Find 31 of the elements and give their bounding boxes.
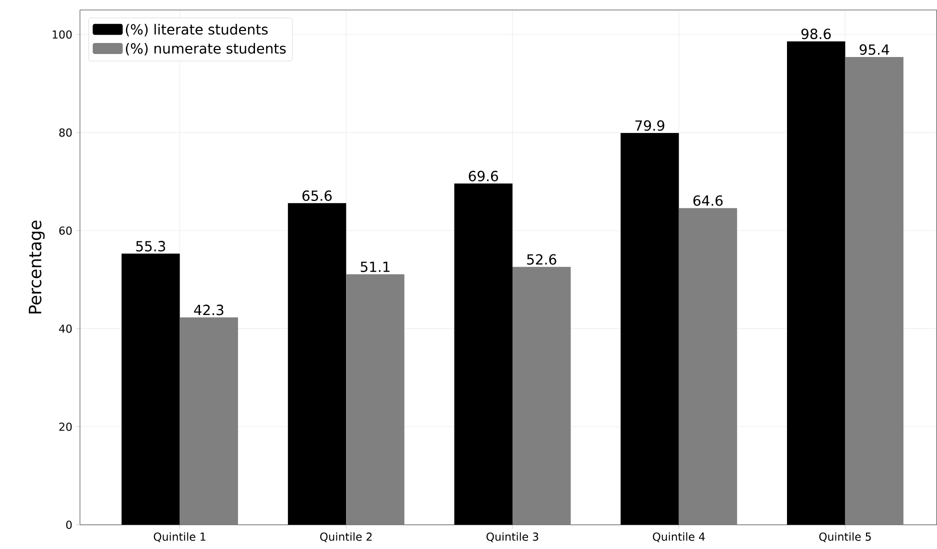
- data-label: 69.6: [468, 170, 498, 182]
- data-label: 64.6: [693, 195, 723, 206]
- data-label: 42.3: [194, 304, 224, 316]
- x-tick-label: Quintile 3: [486, 532, 538, 542]
- legend-label: (%) literate students: [126, 24, 268, 36]
- data-label: 52.6: [527, 254, 556, 265]
- x-tick-label: Quintile 4: [652, 532, 705, 542]
- bar: [454, 184, 512, 525]
- y-axis-title: Percentage: [28, 220, 45, 314]
- bar: [620, 133, 679, 525]
- data-label: 51.1: [360, 262, 390, 272]
- data-label: 98.6: [801, 28, 831, 40]
- x-tick-label: Quintile 5: [819, 532, 871, 542]
- bar: [122, 254, 180, 525]
- data-label: 79.9: [635, 120, 664, 131]
- legend-label: (%) numerate students: [126, 43, 286, 56]
- bar: [678, 208, 738, 525]
- y-tick-label: 20: [59, 422, 72, 431]
- data-label: 65.6: [302, 190, 332, 202]
- x-tick-label: Quintile 2: [320, 532, 372, 542]
- data-label: 55.3: [136, 241, 166, 252]
- bar: [786, 41, 846, 525]
- data-label: 95.4: [860, 44, 890, 55]
- bar: [180, 318, 238, 525]
- x-tick-label: Quintile 1: [154, 532, 206, 542]
- bar: [288, 203, 346, 525]
- y-tick-label: 40: [59, 324, 72, 333]
- y-tick-label: 0: [66, 520, 72, 530]
- y-tick-label: 80: [59, 128, 72, 137]
- y-tick-label: 100: [52, 30, 72, 39]
- y-tick-label: 60: [59, 226, 72, 235]
